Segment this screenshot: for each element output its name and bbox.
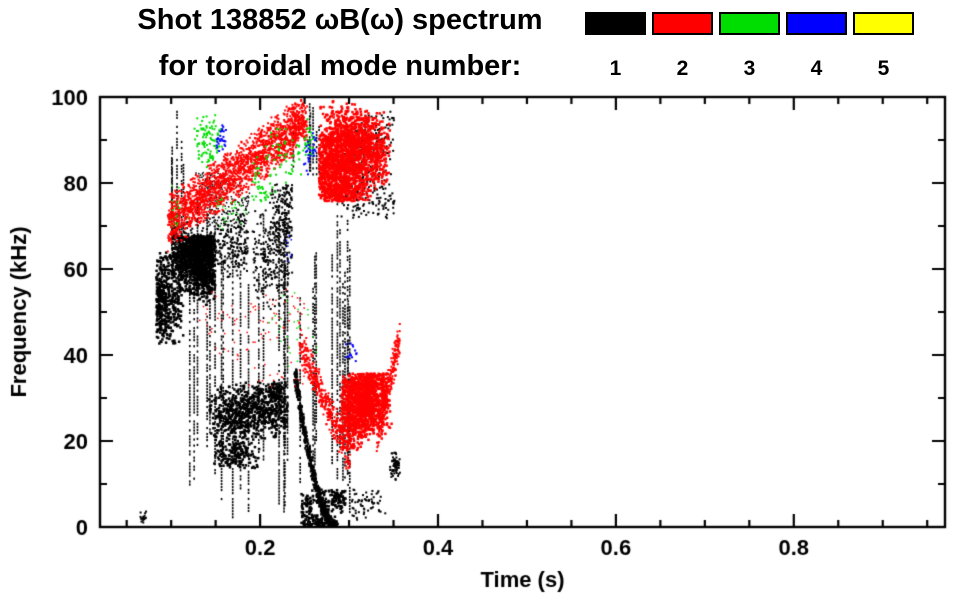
legend-swatch-n3 xyxy=(719,12,780,35)
legend-item-n1: 1 xyxy=(585,12,646,81)
legend-label-n1: 1 xyxy=(609,57,622,80)
legend-item-n4: 4 xyxy=(786,12,847,81)
chart-subtitle: for toroidal mode number: xyxy=(158,50,522,82)
legend-item-n5: 5 xyxy=(853,12,914,81)
legend-swatch-n5 xyxy=(853,12,914,35)
legend-swatch-n4 xyxy=(786,12,847,35)
legend-label-n2: 2 xyxy=(676,57,689,80)
legend-item-n2: 2 xyxy=(652,12,713,81)
legend-label-n4: 4 xyxy=(810,57,823,80)
chart-header: Shot 138852 ωB(ω) spectrum for toroidal … xyxy=(0,0,963,96)
legend-swatch-n1 xyxy=(585,12,646,35)
chart-title: Shot 138852 ωB(ω) spectrum xyxy=(137,4,543,36)
legend-label-n3: 3 xyxy=(743,57,756,80)
legend: 1 2 3 4 5 xyxy=(585,12,914,81)
legend-item-n3: 3 xyxy=(719,12,780,81)
legend-label-n5: 5 xyxy=(877,57,890,80)
legend-swatch-n2 xyxy=(652,12,713,35)
